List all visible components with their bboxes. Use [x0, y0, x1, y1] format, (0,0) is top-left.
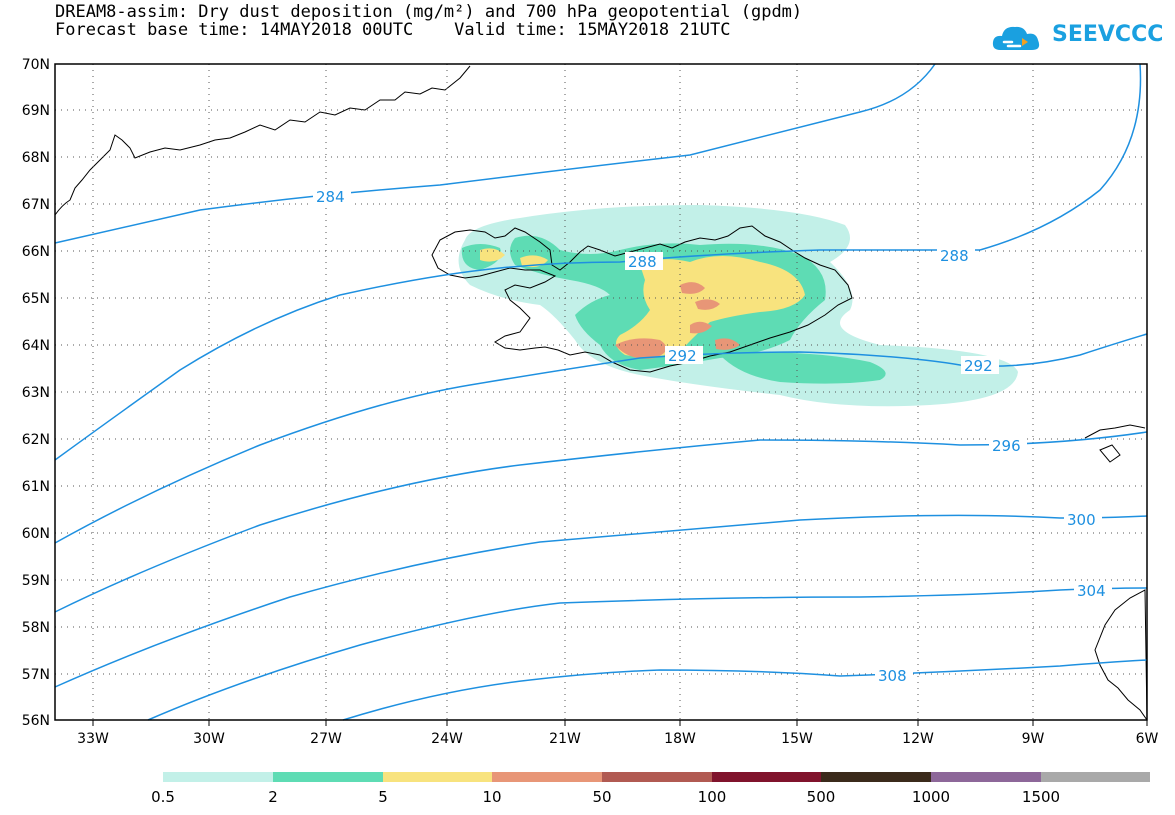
lon-label: 15W: [781, 731, 813, 747]
contour-284-east: [979, 63, 1142, 251]
coastlines: [54, 65, 1148, 722]
contour-label: 288: [628, 253, 657, 271]
contour-300: [54, 514, 1148, 688]
legend-swatch: [163, 772, 273, 782]
lat-label: 57N: [22, 667, 50, 683]
map-frame: [54, 63, 1148, 721]
lon-label: 30W: [193, 731, 225, 747]
lat-label: 69N: [22, 103, 50, 119]
legend-swatch: [273, 772, 383, 782]
lat-label: 61N: [22, 479, 50, 495]
lon-label: 18W: [664, 731, 696, 747]
tick-marks: [92, 720, 1148, 726]
legend-label: 1000: [912, 788, 950, 806]
contour-288: [54, 249, 980, 461]
legend-label: 50: [592, 788, 611, 806]
lat-label: 56N: [22, 713, 50, 729]
lat-label: 70N: [22, 57, 50, 73]
lat-label: 67N: [22, 197, 50, 213]
legend-label: 1500: [1022, 788, 1060, 806]
graticule: [55, 64, 1147, 720]
contour-284: [54, 63, 936, 244]
logo-text: SEEVCCC: [1052, 22, 1164, 47]
latitude-labels: 70N 69N 68N 67N 66N 65N 64N 63N 62N 61N …: [22, 57, 50, 729]
lon-label: 33W: [77, 731, 109, 747]
lat-label: 60N: [22, 526, 50, 542]
legend-label: 5: [378, 788, 388, 806]
contour-292: [54, 333, 1148, 544]
lon-label: 24W: [431, 731, 463, 747]
lon-label: 27W: [310, 731, 342, 747]
colorbar-legend: 0.5 2 5 10 50 100 500 1000 1500: [151, 772, 1150, 806]
legend-swatch: [492, 772, 602, 782]
legend-swatch: [383, 772, 492, 782]
lon-label: 12W: [902, 731, 934, 747]
contour-label: 308: [878, 667, 907, 685]
lat-label: 58N: [22, 620, 50, 636]
map-title: DREAM8-assim: Dry dust deposition (mg/m²…: [55, 2, 803, 22]
contour-label: 292: [964, 357, 993, 375]
longitude-labels: 33W 30W 27W 24W 21W 18W 15W 12W 9W 6W: [77, 731, 1158, 747]
cloud-logo-icon: [992, 26, 1040, 50]
contour-296: [54, 431, 1148, 613]
contour-304: [147, 587, 1148, 721]
contour-label: 292: [668, 347, 697, 365]
lat-label: 66N: [22, 244, 50, 260]
lon-label: 21W: [549, 731, 581, 747]
legend-swatch: [712, 772, 821, 782]
contour-label: 304: [1077, 582, 1106, 600]
legend-swatch: [821, 772, 931, 782]
lat-label: 68N: [22, 150, 50, 166]
lon-label: 9W: [1022, 731, 1045, 747]
legend-label: 500: [807, 788, 836, 806]
legend-label: 10: [482, 788, 501, 806]
contour-label: 296: [992, 437, 1021, 455]
legend-label: 2: [268, 788, 278, 806]
lat-label: 65N: [22, 291, 50, 307]
contour-label: 284: [316, 188, 345, 206]
contour-labels: 284 288 288 292 292 296 300 304 308: [313, 187, 1112, 685]
contour-label: 288: [940, 247, 969, 265]
map-subtitle: Forecast base time: 14MAY2018 00UTC Vali…: [55, 20, 731, 40]
lat-label: 62N: [22, 432, 50, 448]
lat-label: 64N: [22, 338, 50, 354]
legend-swatch: [602, 772, 712, 782]
legend-label: 0.5: [151, 788, 175, 806]
contour-308: [342, 659, 1148, 721]
legend-swatch: [1041, 772, 1150, 782]
geopotential-contours: [54, 63, 1148, 721]
lat-label: 63N: [22, 385, 50, 401]
lat-label: 59N: [22, 573, 50, 589]
legend-swatch: [931, 772, 1041, 782]
lon-label: 6W: [1136, 731, 1159, 747]
legend-label: 100: [698, 788, 727, 806]
contour-label: 300: [1067, 511, 1096, 529]
